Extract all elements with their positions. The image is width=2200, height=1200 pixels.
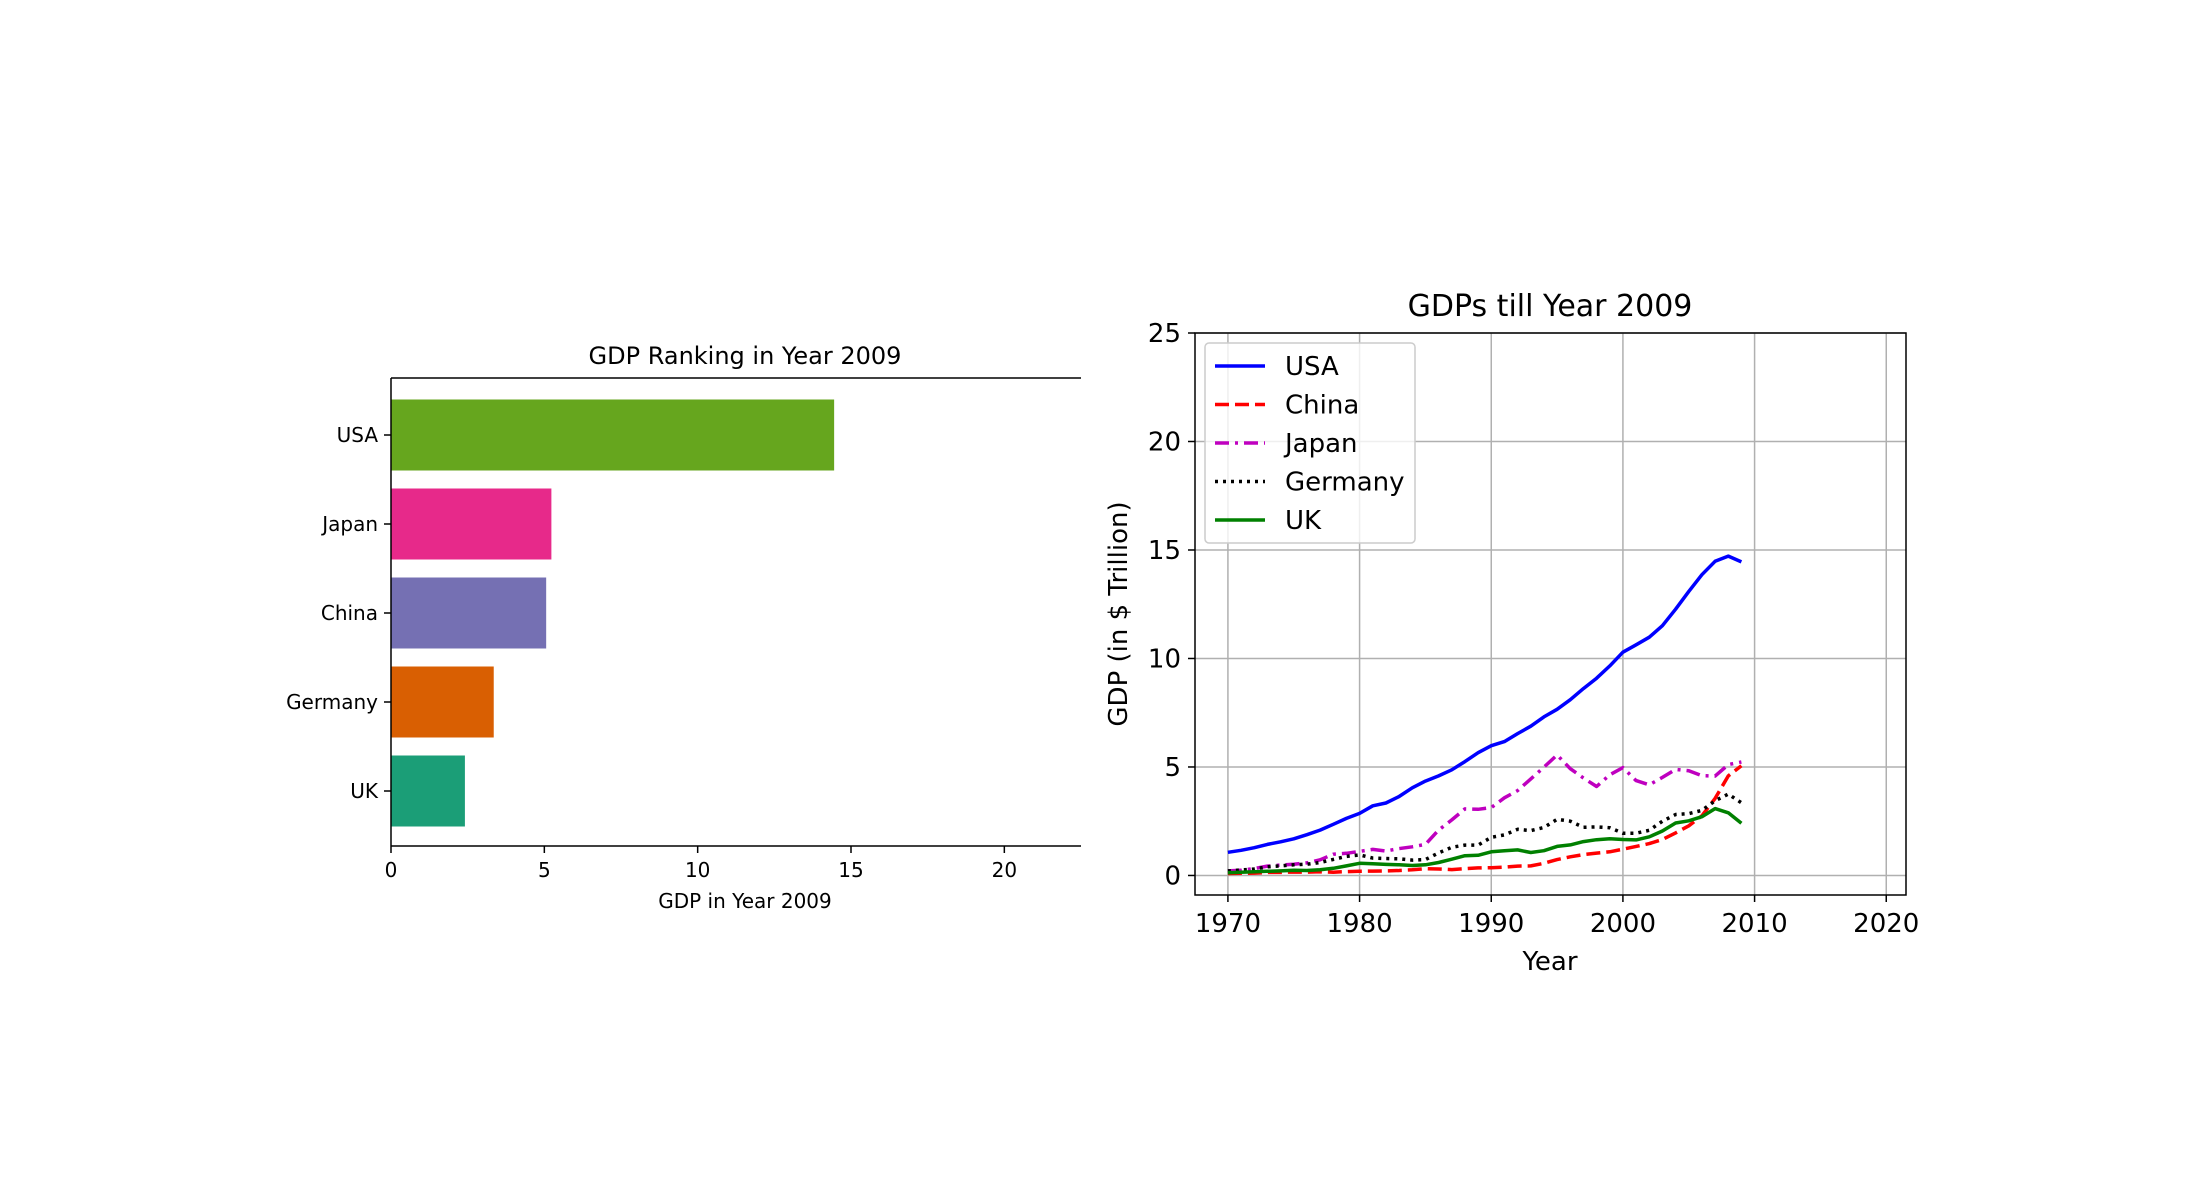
bar-ytick-label: Japan <box>320 512 378 536</box>
line-chart-series <box>1227 554 1743 876</box>
line-ytick-label: 15 <box>1148 536 1181 566</box>
line-chart-frame <box>1194 332 1907 896</box>
bar-usa <box>391 399 835 471</box>
series-line-uk <box>1227 806 1743 875</box>
bar-xtick-label: 5 <box>538 858 551 882</box>
legend-label-germany: Germany <box>1285 468 1405 498</box>
line-ytick-label: 20 <box>1148 427 1181 457</box>
line-ytick-label: 10 <box>1148 644 1181 674</box>
bar-germany <box>391 666 494 738</box>
bar-xtick-label: 0 <box>385 858 398 882</box>
series-line-usa <box>1227 554 1743 855</box>
bar-ytick-label: UK <box>350 779 379 803</box>
line-ytick-label: 0 <box>1164 861 1181 891</box>
bar-ytick-label: Germany <box>286 690 378 714</box>
series-line-china <box>1227 764 1743 876</box>
line-chart: GDPs till Year 2009 1970 1980 1990 2000 2010… <box>1104 289 1919 977</box>
bar-xtick-label: 10 <box>685 858 710 882</box>
line-chart-ticks: 1970 1980 1990 2000 2010 2020 0 5 10 15 20 25 <box>1148 319 1919 939</box>
legend-label-japan: Japan <box>1283 429 1358 459</box>
bar-xtick-label: 20 <box>992 858 1017 882</box>
bar-ytick-label: USA <box>337 423 379 447</box>
legend-label-china: China <box>1285 391 1359 421</box>
bar-ytick-label: China <box>321 601 378 625</box>
line-xtick-label: 1970 <box>1195 909 1261 939</box>
line-xtick-label: 2010 <box>1721 909 1787 939</box>
bar-chart-xlabel: GDP in Year 2009 <box>658 889 832 913</box>
legend-label-usa: USA <box>1285 352 1339 382</box>
line-chart-ylabel: GDP (in $ Trillion) <box>1104 501 1134 726</box>
legend-label-uk: UK <box>1285 506 1322 536</box>
line-chart-xlabel: Year <box>1521 947 1577 977</box>
line-xtick-label: 1990 <box>1458 909 1524 939</box>
line-xtick-label: 2000 <box>1590 909 1656 939</box>
bar-chart-title: GDP Ranking in Year 2009 <box>589 342 902 370</box>
line-chart-legend: USA China Japan Germany UK <box>1204 342 1416 544</box>
bar-japan <box>391 488 552 560</box>
bar-china <box>391 577 547 649</box>
line-ytick-label: 5 <box>1164 753 1181 783</box>
line-xtick-label: 2020 <box>1853 909 1919 939</box>
line-chart-title: GDPs till Year 2009 <box>1408 289 1693 324</box>
series-line-germany <box>1227 792 1743 873</box>
bar-chart: GDP Ranking in Year 2009 USA Japan China Ge… <box>286 342 1081 913</box>
series-line-japan <box>1227 753 1742 873</box>
bar-uk <box>391 755 465 827</box>
bar-chart-ticks: USA Japan China Germany UK 0 5 10 15 20 <box>286 423 1017 882</box>
bar-xtick-label: 15 <box>838 858 863 882</box>
line-ytick-label: 25 <box>1148 319 1181 349</box>
bar-chart-bars <box>391 399 835 827</box>
legend-box <box>1204 342 1416 544</box>
line-xtick-label: 1980 <box>1326 909 1392 939</box>
